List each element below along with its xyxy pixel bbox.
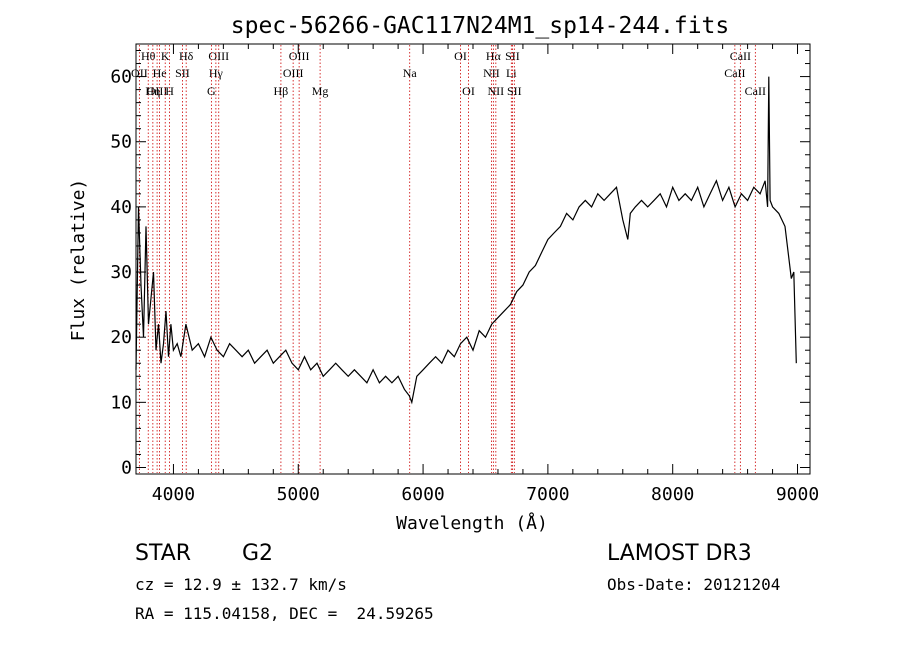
x-tick-label: 9000 — [776, 484, 819, 505]
x-tick-label: 8000 — [651, 484, 694, 505]
x-tick-label: 5000 — [277, 484, 320, 505]
object-class: STAR — [135, 541, 192, 566]
obs-date: Obs-Date: 20121204 — [607, 575, 781, 594]
spectral-line-label: OIII — [283, 66, 304, 80]
spectral-line-label: CaII — [745, 84, 766, 98]
spectral-line-label: Hβ — [274, 84, 289, 98]
spectral-line-label: H — [165, 84, 174, 98]
spectral-line-label: G — [207, 84, 216, 98]
x-axis-label: Wavelength (Å) — [396, 512, 548, 534]
spectral-line-label: K — [161, 49, 170, 63]
y-tick-label: 10 — [110, 392, 132, 413]
spectral-line-label: Hδ — [179, 49, 194, 63]
spectral-line-label: SII — [505, 49, 520, 63]
spectral-line-label: Na — [403, 66, 418, 80]
x-tick-label: 6000 — [401, 484, 444, 505]
spectral-line-label: NII — [483, 66, 500, 80]
spectral-line-label: OI — [454, 49, 467, 63]
y-tick-label: 20 — [110, 327, 132, 348]
spectral-line-label: Hη — [145, 84, 160, 98]
y-tick-label: 30 — [110, 262, 132, 283]
spectral-line-label: SII — [507, 84, 522, 98]
y-axis-label: Flux (relative) — [68, 179, 89, 342]
spectral-line-label: OII — [131, 66, 148, 80]
spectral-line-label: OIII — [289, 49, 310, 63]
spectral-line-label: Hθ — [141, 49, 156, 63]
spectral-line-label: Li — [506, 66, 517, 80]
spectral-line-label: OI — [462, 84, 475, 98]
spectrum-series-line — [135, 76, 797, 405]
y-tick-label: 60 — [110, 67, 132, 88]
spectral-line-label: CaII — [724, 66, 745, 80]
spectral-line-label: CaII — [730, 49, 751, 63]
spectral-line-label: Hα — [486, 49, 502, 63]
spectral-line-label: Hγ — [209, 66, 224, 80]
spectral-line-label: NII — [488, 84, 505, 98]
y-tick-label: 40 — [110, 197, 132, 218]
spectral-line-label: Mg — [312, 84, 329, 98]
x-tick-label: 4000 — [152, 484, 195, 505]
x-tick-label: 7000 — [526, 484, 569, 505]
redshift-readout: cz = 12.9 ± 132.7 km/s — [135, 575, 347, 594]
chart-title: spec-56266-GAC117N24M1_sp14-244.fits — [231, 13, 730, 39]
survey-name: LAMOST DR3 — [607, 541, 752, 566]
spectral-line-label: OIII — [208, 49, 229, 63]
plot-frame — [135, 43, 811, 475]
spectral-line-label: OIII — [147, 84, 168, 98]
spectral-line-label: He — [153, 66, 167, 80]
y-tick-label: 50 — [110, 132, 132, 153]
y-tick-label: 0 — [121, 457, 132, 478]
object-subclass: G2 — [242, 541, 274, 566]
coordinates: RA = 115.04158, DEC = 24.59265 — [135, 604, 434, 623]
spectral-line-label: SII — [175, 66, 190, 80]
